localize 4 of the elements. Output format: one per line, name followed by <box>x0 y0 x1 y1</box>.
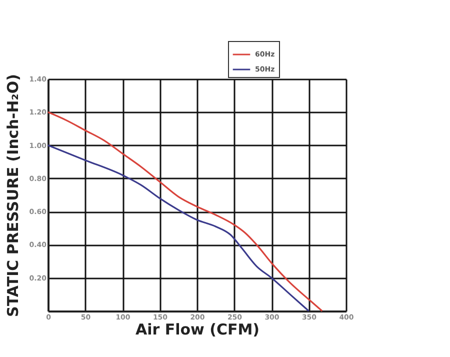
x-axis-title: Air Flow (CFM) <box>135 320 260 338</box>
line-series <box>47 111 323 312</box>
line-series <box>47 144 310 312</box>
y-axis-title: STATIC PRESSURE (Inch-H₂O) <box>4 74 22 317</box>
